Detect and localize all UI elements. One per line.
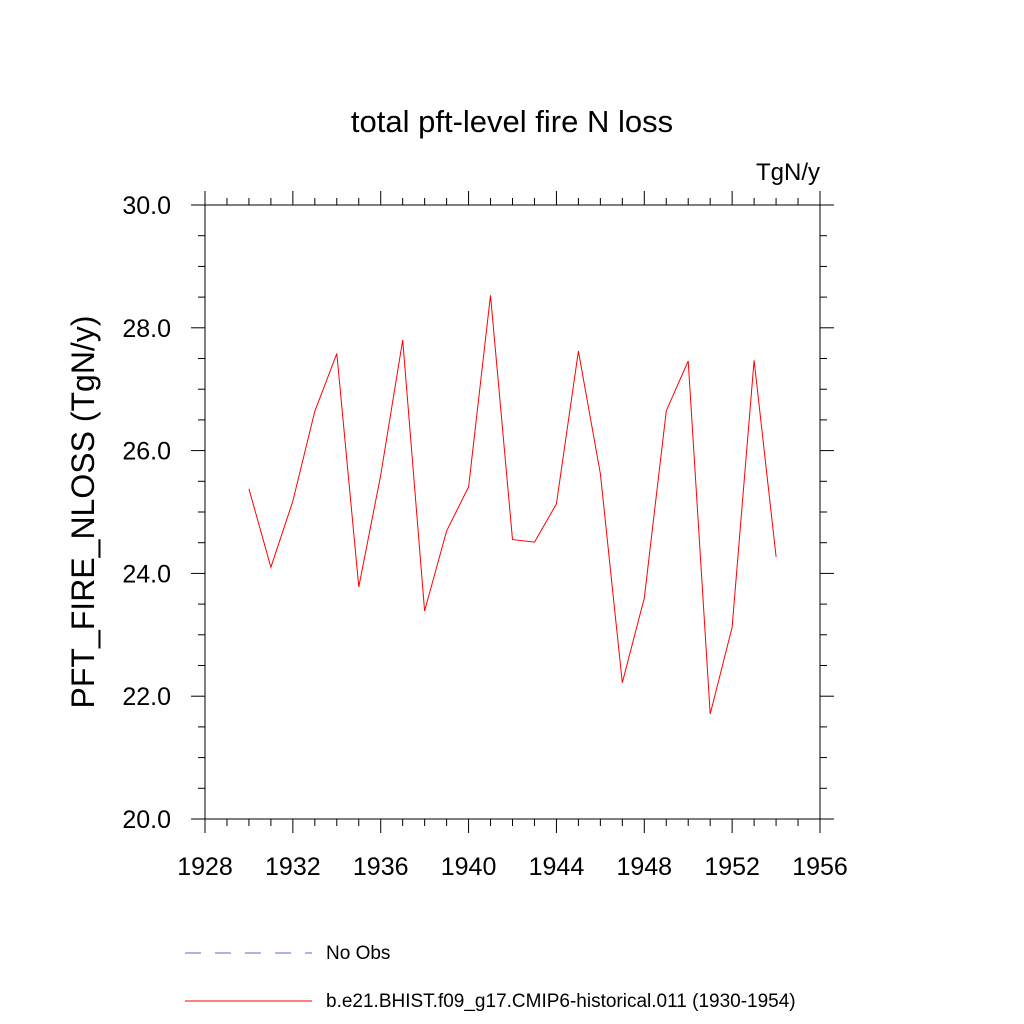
units-label: TgN/y bbox=[756, 159, 820, 186]
plot-frame bbox=[204, 204, 821, 820]
y-tick-labels: 20.0 22.0 24.0 26.0 28.0 30.0 bbox=[122, 192, 171, 834]
series-layer bbox=[248, 295, 777, 715]
x-tick-label: 1932 bbox=[265, 853, 321, 881]
chart-title: total pft-level fire N loss bbox=[351, 104, 673, 139]
x-tick-label: 1948 bbox=[616, 853, 672, 881]
x-tick-labels: 1928 1932 1936 1940 1944 1948 1952 1956 bbox=[177, 853, 848, 881]
major-ticks bbox=[191, 191, 834, 833]
legend-label-historical: b.e21.BHIST.f09_g17.CMIP6-historical.011… bbox=[326, 991, 796, 1012]
y-tick-label: 30.0 bbox=[122, 192, 171, 220]
x-tick-label: 1944 bbox=[529, 853, 585, 881]
x-tick-label: 1940 bbox=[441, 853, 497, 881]
y-axis-label: PFT_FIRE_NLOSS (TgN/y) bbox=[65, 316, 101, 709]
y-tick-label: 20.0 bbox=[122, 806, 171, 834]
x-tick-label: 1928 bbox=[177, 853, 233, 881]
y-tick-label: 26.0 bbox=[122, 438, 171, 466]
minor-ticks bbox=[198, 198, 827, 826]
y-tick-label: 28.0 bbox=[122, 315, 171, 343]
y-tick-label: 24.0 bbox=[122, 560, 171, 588]
series-line bbox=[248, 295, 777, 715]
x-tick-label: 1952 bbox=[704, 853, 760, 881]
x-tick-label: 1956 bbox=[792, 853, 848, 881]
y-tick-label: 22.0 bbox=[122, 683, 171, 711]
legend-label-no-obs: No Obs bbox=[326, 943, 390, 964]
x-tick-label: 1936 bbox=[353, 853, 409, 881]
legend: No Obs b.e21.BHIST.f09_g17.CMIP6-histori… bbox=[185, 943, 796, 1012]
